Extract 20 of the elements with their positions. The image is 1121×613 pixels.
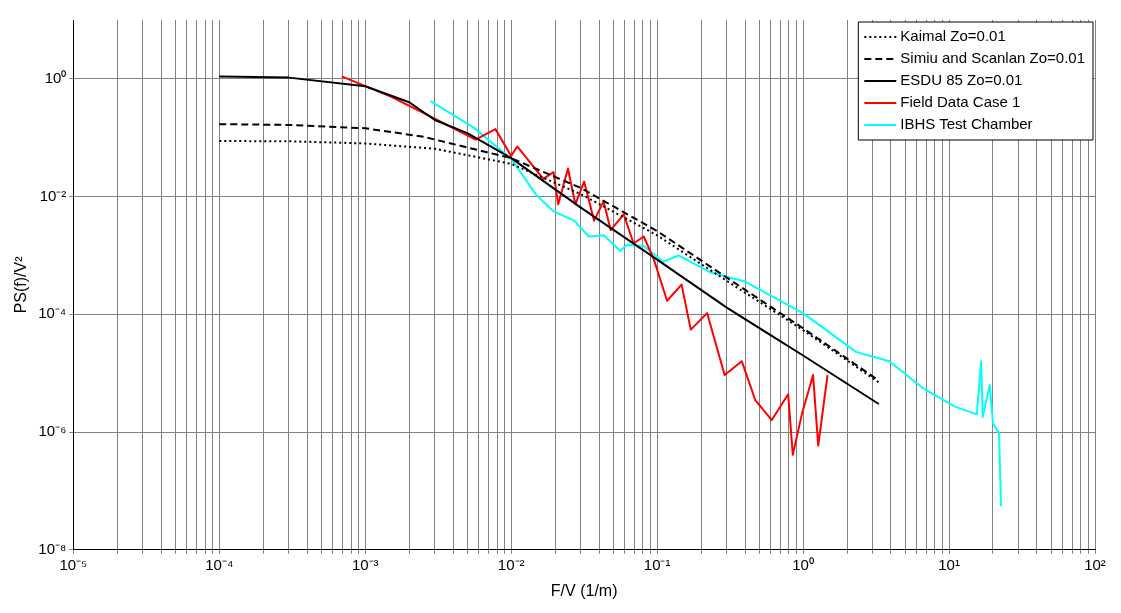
y-axis-title: PS(f)/V² bbox=[12, 255, 30, 314]
legend-label: Simiu and Scanlan Zo=0.01 bbox=[900, 49, 1085, 67]
legend-label: Field Data Case 1 bbox=[900, 93, 1021, 111]
y-tick-label: 10⁻⁶ bbox=[38, 422, 67, 440]
y-tick-label: 10⁻⁴ bbox=[38, 304, 67, 322]
legend-label: Kaimal Zo=0.01 bbox=[900, 27, 1006, 45]
x-axis-title: F/V (1/m) bbox=[550, 581, 618, 599]
y-tick-label: 10⁻⁸ bbox=[38, 539, 67, 557]
x-tick-label: 10⁻¹ bbox=[643, 555, 671, 573]
x-tick-label: 10⁰ bbox=[792, 555, 814, 573]
x-tick-label: 10⁻³ bbox=[351, 555, 379, 573]
x-tick-label: 10⁻⁴ bbox=[205, 555, 234, 573]
legend-label: ESDU 85 Zo=0.01 bbox=[900, 71, 1023, 89]
x-tick-label: 10¹ bbox=[938, 555, 960, 573]
x-tick-label: 10⁻² bbox=[497, 555, 525, 573]
legend-label: IBHS Test Chamber bbox=[900, 115, 1033, 133]
x-tick-label: 10² bbox=[1084, 555, 1106, 573]
y-tick-label: 10⁰ bbox=[44, 69, 67, 87]
x-tick-label: 10⁻⁵ bbox=[59, 555, 88, 573]
y-tick-label: 10⁻² bbox=[39, 186, 67, 204]
